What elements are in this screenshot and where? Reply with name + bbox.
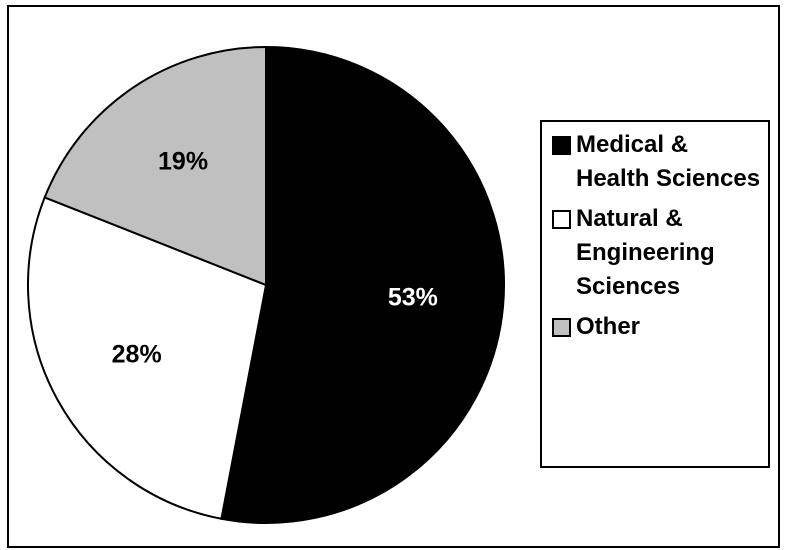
legend-swatch	[552, 136, 571, 155]
legend-item: Other	[542, 310, 768, 344]
data-label: 53%	[388, 283, 438, 311]
legend-swatch	[552, 210, 571, 229]
pie-slice	[220, 45, 505, 524]
legend-label: Medical & Health Sciences	[576, 131, 761, 192]
legend-item: Natural & Engineering Sciences	[542, 202, 768, 304]
legend: Medical & Health Sciences Natural & Engin…	[540, 120, 770, 468]
legend-label: Natural & Engineering Sciences	[576, 205, 715, 300]
legend-swatch	[552, 318, 571, 337]
data-label: 19%	[158, 148, 208, 176]
legend-label: Other	[576, 313, 641, 340]
legend-item: Medical & Health Sciences	[542, 128, 768, 196]
pie-slice	[27, 196, 268, 520]
pie-slice	[43, 45, 267, 287]
data-label: 28%	[112, 341, 162, 369]
